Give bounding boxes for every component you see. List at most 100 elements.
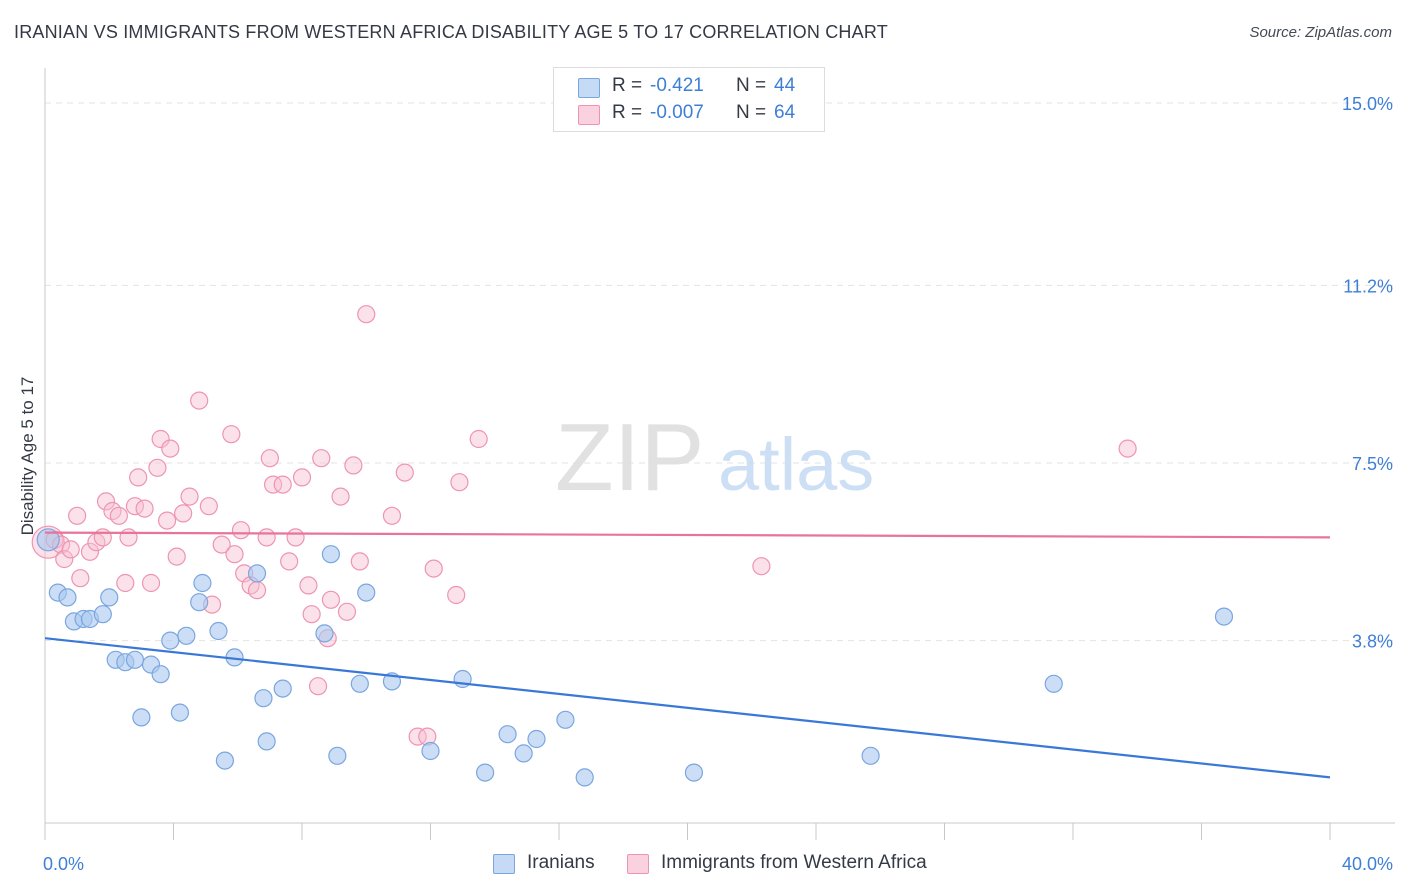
watermark-atlas: atlas (718, 423, 874, 506)
r-label: R = (612, 102, 643, 123)
western-africa-point (96, 492, 116, 511)
western-africa-point (273, 475, 292, 494)
iranians-point (861, 746, 880, 765)
iranians-point (575, 768, 594, 787)
r-value: -0.421 (650, 75, 704, 96)
pink-series-points (31, 305, 1137, 746)
western-africa-point (331, 487, 350, 506)
western-africa-point (212, 535, 231, 554)
western-africa-point (257, 528, 276, 547)
trend-lines (44, 531, 1331, 779)
iranians-point (257, 732, 276, 751)
iranians-point (247, 564, 267, 583)
iranians-trend-line (44, 637, 1331, 779)
western-africa-point (135, 499, 154, 518)
western-africa-point (357, 305, 376, 324)
tick-labels: 3.8% 7.5% 11.2% 15.0% 0.0% 40.0% (43, 94, 1393, 874)
iranians-point (125, 650, 145, 669)
iranians-point (350, 674, 369, 693)
legend-swatch-pink (627, 854, 649, 874)
western-africa-point (190, 391, 209, 410)
iranians-point (193, 573, 212, 593)
watermark-zip: ZIP (555, 404, 704, 511)
legend-swatch-blue (493, 854, 515, 874)
western-africa-point (141, 573, 161, 593)
western-africa-point (161, 439, 180, 458)
western-africa-point (395, 463, 414, 482)
legend-label: Iranians (527, 852, 595, 873)
western-africa-point (1118, 439, 1137, 458)
western-africa-point (299, 576, 318, 595)
legend-swatch-blue (578, 78, 600, 98)
western-africa-point (292, 468, 312, 487)
grid-lines (45, 102, 1395, 642)
western-africa-point (337, 602, 357, 621)
western-africa-point (382, 506, 402, 525)
y-tick-label: 3.8% (1352, 632, 1393, 652)
iranians-point (190, 593, 209, 612)
iranians-point (209, 621, 228, 641)
n-value: 44 (774, 75, 796, 96)
western-africa-point (68, 506, 87, 525)
western-africa-point (61, 540, 80, 559)
western-africa-point (225, 545, 244, 564)
iranians-point (100, 588, 119, 607)
western-africa-point (222, 425, 241, 444)
western-africa-point (116, 573, 135, 593)
western-africa-point (129, 468, 148, 487)
n-value: 64 (774, 102, 796, 123)
y-tick-label: 11.2% (1343, 276, 1393, 296)
iranians-point (421, 741, 440, 761)
axes (44, 68, 1395, 840)
iranians-point (254, 689, 273, 708)
iranians-point (93, 605, 112, 624)
iranians-point (357, 583, 376, 602)
iranians-point (132, 708, 151, 727)
western-africa-point (231, 521, 251, 540)
western-africa-point (280, 552, 299, 571)
correlation-legend: R = -0.421 N = 44 R = -0.007 N = 64 (553, 67, 825, 132)
n-label: N = (736, 75, 767, 96)
y-tick-label: 15.0% (1342, 94, 1393, 114)
n-label: N = (736, 102, 767, 123)
legend-label: Immigrants from Western Africa (661, 852, 927, 873)
western-africa-point (450, 473, 469, 492)
western-africa-point (286, 528, 305, 547)
western-africa-point (312, 449, 331, 468)
western-africa-point (752, 557, 771, 576)
watermark: ZIP atlas (555, 404, 874, 511)
western-africa-point (174, 504, 193, 523)
iranians-point (170, 703, 190, 722)
chart-title: IRANIAN VS IMMIGRANTS FROM WESTERN AFRIC… (14, 22, 888, 42)
western-africa-point (408, 727, 427, 746)
iranians-point (684, 763, 704, 782)
blue-series-points (36, 528, 1234, 787)
western-africa-point (148, 458, 167, 477)
western-africa-point (321, 590, 341, 609)
source-label: Source: ZipAtlas.com (1249, 24, 1392, 41)
r-value: -0.007 (650, 102, 704, 123)
western-africa-point (263, 475, 283, 494)
western-africa-point (469, 429, 488, 449)
western-africa-point (447, 585, 466, 605)
iranians-point (151, 665, 170, 684)
western-africa-point (109, 506, 128, 525)
iranians-point (273, 679, 292, 698)
western-africa-trend-line (44, 531, 1331, 539)
western-africa-point (199, 497, 218, 516)
western-africa-point (157, 511, 177, 530)
x-tick-label: 0.0% (43, 854, 84, 874)
western-africa-point (93, 528, 112, 547)
iranians-point (161, 631, 180, 650)
western-africa-point (308, 677, 328, 696)
iranians-point (177, 626, 196, 645)
western-africa-point (55, 549, 74, 569)
r-label: R = (612, 75, 643, 96)
western-africa-point (180, 487, 199, 506)
iranians-point (315, 624, 334, 643)
western-africa-point (71, 569, 90, 588)
western-africa-point (344, 456, 363, 475)
western-africa-point (119, 528, 138, 547)
iranians-point (498, 725, 517, 744)
